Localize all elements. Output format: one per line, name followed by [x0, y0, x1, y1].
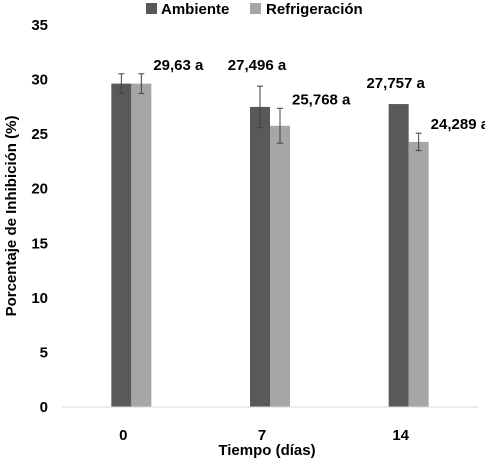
bar-ambiente [250, 106, 270, 407]
data-label: 24,289 a [431, 116, 485, 133]
y-tick-label: 15 [31, 235, 48, 252]
legend-label-refrigeracion: Refrigeración [266, 1, 363, 18]
bar-refrigeracion [408, 141, 429, 408]
y-tick-label: 0 [40, 399, 48, 416]
x-tick-label: 14 [392, 427, 409, 444]
x-tick-label: 7 [258, 427, 266, 444]
bar-refrigeracion [131, 83, 152, 407]
legend: Ambiente Refrigeración [146, 1, 363, 18]
data-label: 27,496 a [228, 57, 287, 74]
y-tick-label: 35 [31, 17, 48, 34]
x-axis-title: Tiempo (días) [218, 442, 315, 459]
y-tick-label: 10 [31, 290, 48, 307]
data-label: 27,757 a [366, 75, 425, 92]
bar-ambiente [111, 83, 132, 407]
data-labels: 29,63 a 27,496 a 25,768 a 27,757 a 24,289 a [153, 57, 485, 133]
y-axis-title: Porcentaje de Inhibición (%) [3, 116, 20, 317]
bar-refrigeracion [270, 125, 290, 408]
y-tick-label: 25 [31, 126, 48, 143]
bars [111, 83, 429, 408]
legend-label-ambiente: Ambiente [161, 1, 229, 18]
x-axis-ticks: 0 7 14 [119, 427, 410, 444]
legend-swatch-ambiente [146, 3, 157, 14]
legend-swatch-refrigeracion [250, 3, 261, 14]
y-tick-label: 5 [40, 344, 48, 361]
y-axis-ticks: 0 5 10 15 20 25 30 35 [31, 17, 48, 416]
error-bars [118, 73, 422, 152]
data-label: 29,63 a [153, 57, 204, 74]
y-tick-label: 20 [31, 181, 48, 198]
data-label: 25,768 a [292, 91, 351, 108]
bar-ambiente [388, 104, 409, 407]
x-tick-label: 0 [119, 427, 127, 444]
y-tick-label: 30 [31, 72, 48, 89]
